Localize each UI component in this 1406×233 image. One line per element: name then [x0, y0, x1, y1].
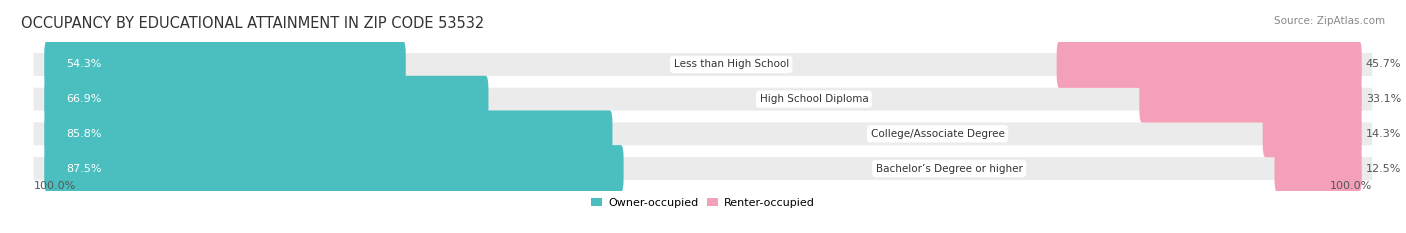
Text: 33.1%: 33.1%: [1365, 94, 1400, 104]
FancyBboxPatch shape: [1263, 110, 1362, 157]
FancyBboxPatch shape: [44, 145, 624, 192]
Text: 100.0%: 100.0%: [1330, 181, 1372, 191]
FancyBboxPatch shape: [34, 53, 1372, 76]
FancyBboxPatch shape: [34, 122, 1372, 145]
FancyBboxPatch shape: [44, 76, 488, 123]
FancyBboxPatch shape: [1139, 76, 1362, 123]
FancyBboxPatch shape: [44, 110, 613, 157]
FancyBboxPatch shape: [44, 41, 406, 88]
Legend: Owner-occupied, Renter-occupied: Owner-occupied, Renter-occupied: [586, 193, 820, 212]
Text: 100.0%: 100.0%: [34, 181, 76, 191]
FancyBboxPatch shape: [1057, 41, 1362, 88]
Text: 45.7%: 45.7%: [1365, 59, 1402, 69]
Text: OCCUPANCY BY EDUCATIONAL ATTAINMENT IN ZIP CODE 53532: OCCUPANCY BY EDUCATIONAL ATTAINMENT IN Z…: [21, 16, 484, 31]
Text: Bachelor’s Degree or higher: Bachelor’s Degree or higher: [876, 164, 1022, 174]
Text: 54.3%: 54.3%: [66, 59, 101, 69]
Text: 12.5%: 12.5%: [1365, 164, 1400, 174]
Text: College/Associate Degree: College/Associate Degree: [870, 129, 1004, 139]
Text: 14.3%: 14.3%: [1365, 129, 1400, 139]
Text: Source: ZipAtlas.com: Source: ZipAtlas.com: [1274, 16, 1385, 26]
FancyBboxPatch shape: [34, 157, 1372, 180]
Text: 66.9%: 66.9%: [66, 94, 101, 104]
Text: 87.5%: 87.5%: [66, 164, 103, 174]
Text: High School Diploma: High School Diploma: [759, 94, 869, 104]
FancyBboxPatch shape: [1274, 145, 1362, 192]
Text: 85.8%: 85.8%: [66, 129, 103, 139]
FancyBboxPatch shape: [34, 88, 1372, 111]
Text: Less than High School: Less than High School: [673, 59, 789, 69]
